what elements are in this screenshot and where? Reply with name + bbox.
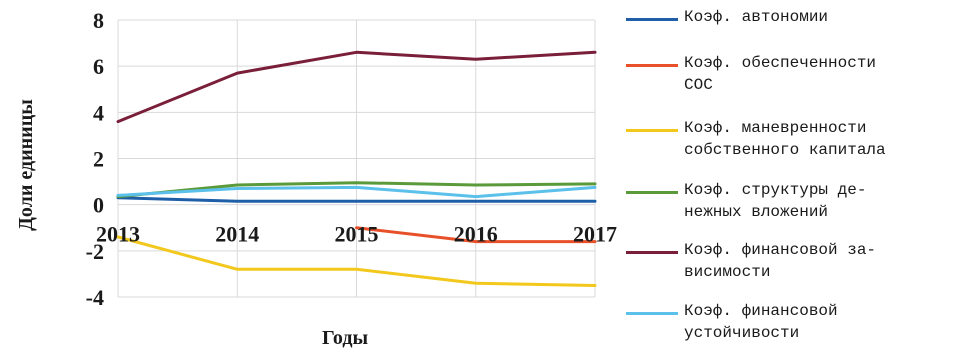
y-tick-label: 0 [93, 193, 104, 218]
x-tick-label: 2013 [96, 222, 140, 247]
legend-item-cash-structure: Коэф. структуры де- нежных вложений [626, 179, 962, 223]
series-line-3 [116, 181, 597, 199]
legend-label: Коэф. маневренности собственного капитал… [684, 119, 886, 159]
legend-swatch [626, 129, 678, 132]
x-tick-label: 2017 [573, 222, 617, 247]
y-tick-label: 6 [93, 54, 104, 79]
legend-label: Коэф. финансовой за- висимости [684, 241, 877, 281]
series-line-0 [116, 196, 597, 203]
x-tick-label: 2016 [454, 222, 498, 247]
legend-swatch [626, 312, 678, 315]
legend-label: Коэф. структуры де- нежных вложений [684, 181, 867, 221]
y-axis-ticks: 8 6 4 2 0 -2 -4 [86, 8, 104, 310]
x-axis-ticks: 2013 2014 2015 2016 2017 [96, 222, 617, 247]
series-line-4 [116, 50, 597, 124]
x-axis-title: Годы [322, 327, 369, 349]
y-tick-label: 2 [93, 147, 104, 172]
y-tick-label: 4 [93, 100, 104, 125]
legend-swatch [626, 251, 678, 254]
x-tick-label: 2014 [215, 222, 259, 247]
legend-swatch [626, 191, 678, 194]
y-tick-label: -2 [86, 239, 104, 264]
legend-item-autonomy: Коэф. автономии [626, 6, 962, 28]
legend-swatch [626, 18, 678, 21]
y-tick-label: -4 [86, 285, 104, 310]
legend-swatch [626, 64, 678, 67]
legend-label: Коэф. обеспеченности СОС [684, 54, 877, 94]
series-lines [116, 50, 597, 287]
x-tick-label: 2015 [335, 222, 379, 247]
series-line-1 [355, 226, 597, 244]
y-axis-title: Доли единицы [15, 99, 37, 231]
legend-item-stability: Коэф. финансовой устойчивости [626, 300, 962, 344]
legend-item-maneuverability: Коэф. маневренности собственного капитал… [626, 117, 962, 161]
series-line-5 [116, 185, 597, 199]
gridlines [117, 19, 596, 298]
series-line-2 [116, 235, 597, 287]
legend-label: Коэф. финансовой устойчивости [684, 302, 838, 342]
legend-item-dependence: Коэф. финансовой за- висимости [626, 239, 962, 283]
legend-label: Коэф. автономии [684, 8, 829, 26]
y-tick-label: 8 [93, 8, 104, 33]
legend-item-sos: Коэф. обеспеченности СОС [626, 52, 962, 96]
